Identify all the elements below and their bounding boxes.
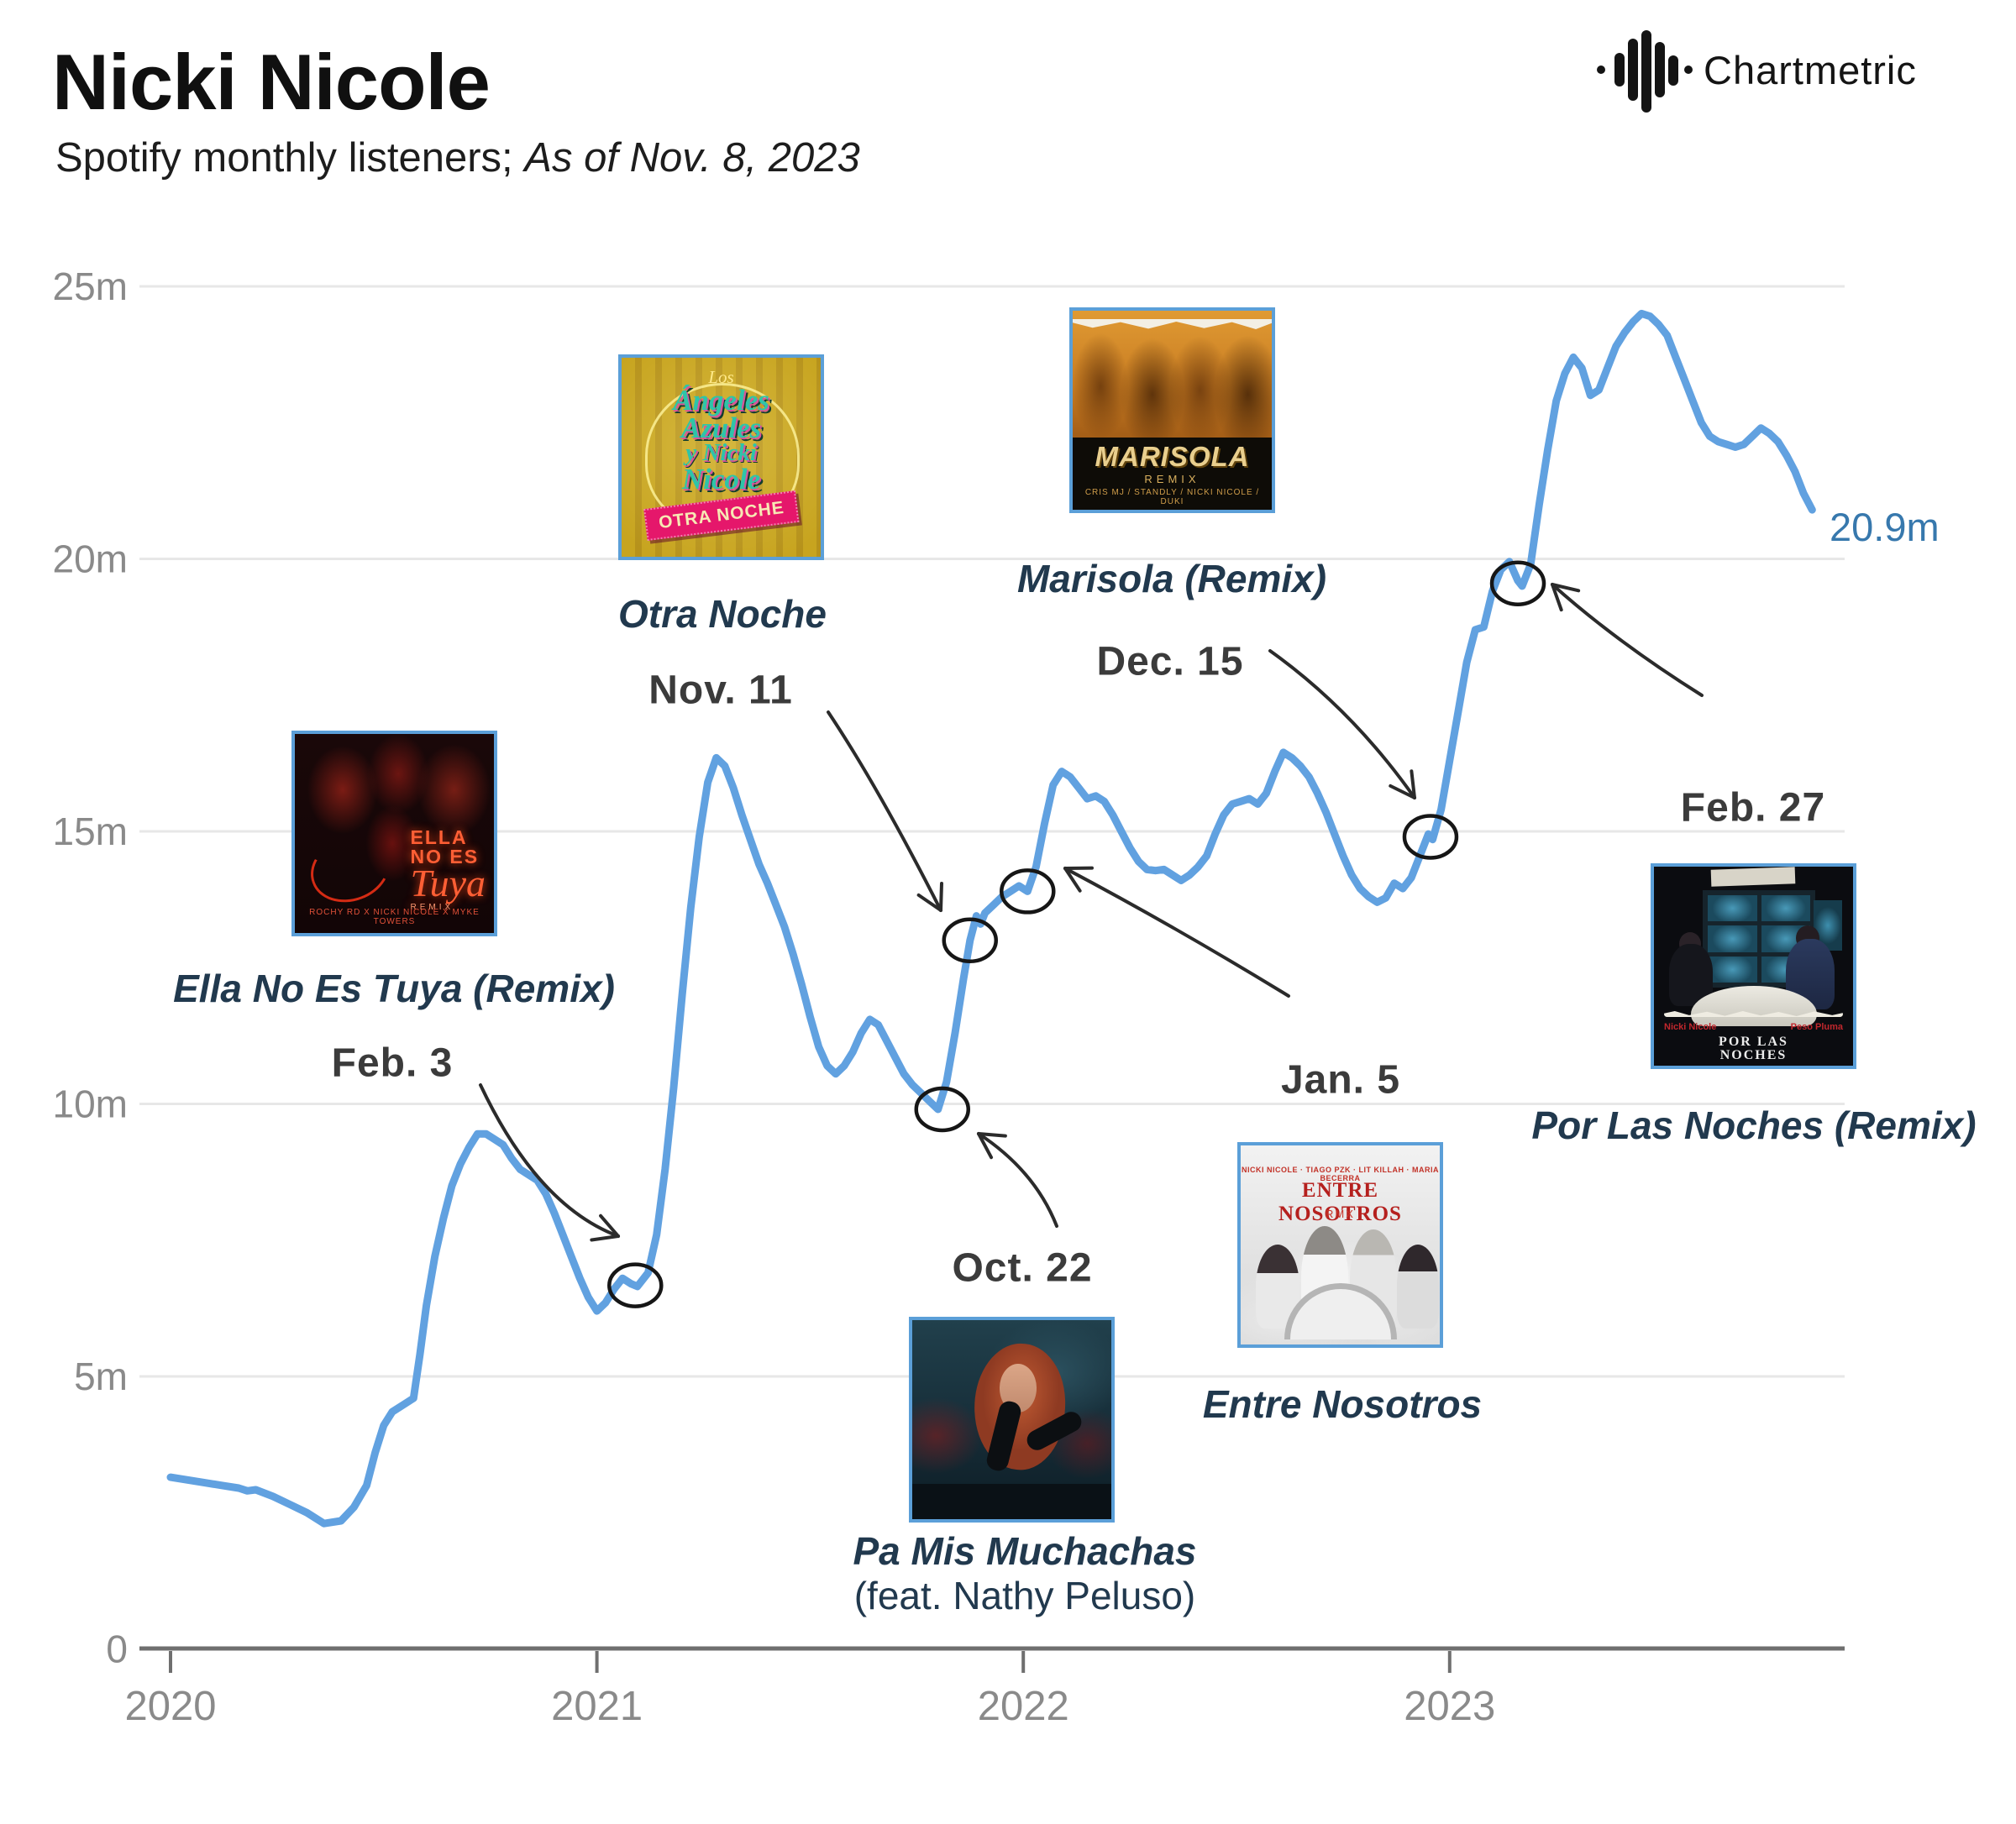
annotation-arrowhead-porlas [1551,583,1581,593]
annotation-arrowhead-ella [599,1213,620,1238]
annotation-circle-otra [942,917,998,964]
annotation-arrowhead-otra [939,882,943,912]
cover-text: NO ES [410,846,480,868]
cover-text: POR LAS [1719,1035,1788,1049]
annotation-arrowhead-marisola [1389,784,1416,799]
annotation-arrowhead-pamis [977,1132,1007,1138]
cover-text: Tuya [410,861,486,904]
annotation-arrowhead-marisola [1410,769,1416,799]
album-cover-entre-nosotros: NICKI NICOLE · TIAGO PZK · LIT KILLAH · … [1237,1142,1443,1348]
annotation-date-dec-15: Dec. 15 [1096,639,1244,684]
cover-art-bottom-band: MARISOLA REMIX CRIS MJ / STANDLY / NICKI… [1073,438,1272,510]
cover-text: MARISOLA [1095,441,1250,472]
cover-text: Ángeles [673,383,769,417]
cover-art-figure [1397,1245,1439,1329]
cover-art-torn-edge [1073,319,1272,329]
annotation-circle-marisola [1402,814,1459,860]
cover-artists: Nicki Nicole Peso Pluma [1654,1022,1853,1032]
cover-text: ELLA [410,826,468,848]
annotation-date-nov-11: Nov. 11 [648,668,793,713]
cover-text: NOCHES [1719,1048,1788,1062]
annotation-arrow-otra [827,710,942,912]
annotation-circle-porlas [1489,560,1546,606]
y-axis-label-20m: 20m [53,537,128,581]
x-axis-label-2023: 2023 [1404,1684,1495,1729]
cover-art-title: Los Ángeles Azules y Nicki Nicole [622,367,821,495]
cover-text: Peso Pluma [1790,1022,1843,1032]
annotation-arrow-entre [1063,867,1290,998]
cover-art-swirl [301,825,400,914]
annotation-song-pa-mis-muchachas: Pa Mis Muchachas [853,1529,1197,1573]
annotation-song-otra-noche: Otra Noche [618,592,827,636]
annotation-song-ella-no-es-tuya: Ella No Es Tuya (Remix) [173,967,615,1010]
x-axis-label-2022: 2022 [978,1684,1069,1729]
annotation-date-jan-5: Jan. 5 [1280,1057,1401,1103]
cover-art-pane [1708,956,1757,983]
cover-text: ENTRE NOSOTROS [1278,1179,1402,1225]
x-axis-label-2020: 2020 [124,1684,216,1729]
page-title: Nicki Nicole [52,38,491,126]
cover-text-title: POR LAS NOCHES [1654,1035,1853,1062]
x-axis-label-2021: 2021 [551,1684,643,1729]
annotation-song-feat-line: (feat. Nathy Peluso) [853,1574,1196,1617]
subtitle-plain: Spotify monthly listeners; [55,135,525,181]
current-value-label: 20.9m [1830,505,1940,549]
chart-subtitle: Spotify monthly listeners; As of Nov. 8,… [55,134,860,181]
cover-artists: NICKI NICOLE · TIAGO PZK · LIT KILLAH · … [1242,1166,1439,1182]
cover-art-torn-edge [1664,1011,1843,1017]
cover-art-tape [1710,867,1796,887]
annotation-arrowhead-ella [590,1234,620,1242]
annotation-arrowhead-pamis [977,1132,994,1160]
annotation-song-entre-nosotros: Entre Nosotros [1202,1382,1483,1426]
annotation-arrowhead-entre [1063,867,1082,893]
cover-art-pane [1708,925,1757,952]
y-axis-label-25m: 25m [53,265,128,308]
cover-text: Nicki Nicole [1664,1022,1717,1032]
annotation-arrow-porlas [1551,583,1704,697]
annotation-song-por-las-noches: Por Las Noches (Remix) [1531,1103,1977,1147]
annotation-arrow-marisola [1268,649,1416,799]
y-axis-label-10m: 10m [53,1082,128,1126]
cover-text: y Nicki [685,439,757,467]
cover-art-pane [1761,895,1810,922]
subtitle-as-of-date: As of Nov. 8, 2023 [524,135,860,181]
annotation-date-feb-27: Feb. 27 [1680,785,1826,831]
annotation-arrow-ella [479,1083,620,1238]
cover-text: RMX [1326,1208,1355,1220]
waveform-icon [1597,30,1693,113]
album-cover-ella-no-es-tuya: ELLA NO ES Tuya REMIX ROCHY RD X NICKI N… [291,731,497,936]
cover-text: Azules [680,411,762,445]
annotation-circle-pamis [914,1086,971,1133]
chartmetric-wordmark: Chartmetric [1704,47,1917,92]
annotation-date-oct-22: Oct. 22 [952,1245,1093,1291]
cover-text: Los [708,367,734,387]
annotation-arrowhead-porlas [1551,583,1563,612]
y-axis-label-0: 0 [106,1627,128,1671]
album-cover-por-las-noches: Nicki Nicole Peso Pluma POR LAS NOCHES [1651,863,1856,1069]
annotation-date-feb-3: Feb. 3 [331,1040,454,1086]
annotation-song-marisola: Marisola (Remix) [1016,557,1327,600]
cover-artists: ROCHY RD X NICKI NICOLE X MYKE TOWERS [309,908,480,926]
cover-text: REMIX [1144,473,1200,485]
annotation-circle-ella [607,1262,664,1308]
cover-art-tablecloth [1691,986,1817,1026]
cover-text: Nicole [681,462,761,495]
album-cover-otra-noche: Los Ángeles Azules y Nicki Nicole OTRA N… [618,354,824,560]
y-axis-label-5m: 5m [74,1355,128,1398]
album-cover-marisola-remix: MARISOLA REMIX CRIS MJ / STANDLY / NICKI… [1069,307,1275,513]
chartmetric-logo: Chartmetric [1594,24,1917,116]
monthly-listeners-line [166,309,1816,1528]
y-axis-label-15m: 15m [53,810,128,853]
cover-art-pane [1708,895,1757,922]
cover-text: REMIX [410,902,454,912]
album-cover-pa-mis-muchachas [909,1317,1115,1523]
cover-artists: CRIS MJ / STANDLY / NICKI NICOLE / DUKI [1084,488,1260,506]
cover-art-table [912,1484,1111,1519]
annotation-circle-entre [1000,868,1056,915]
annotation-arrowhead-otra [916,893,942,912]
cover-art-neon-title: ELLA NO ES Tuya REMIX [410,826,486,912]
annotation-arrow-pamis [977,1132,1058,1228]
